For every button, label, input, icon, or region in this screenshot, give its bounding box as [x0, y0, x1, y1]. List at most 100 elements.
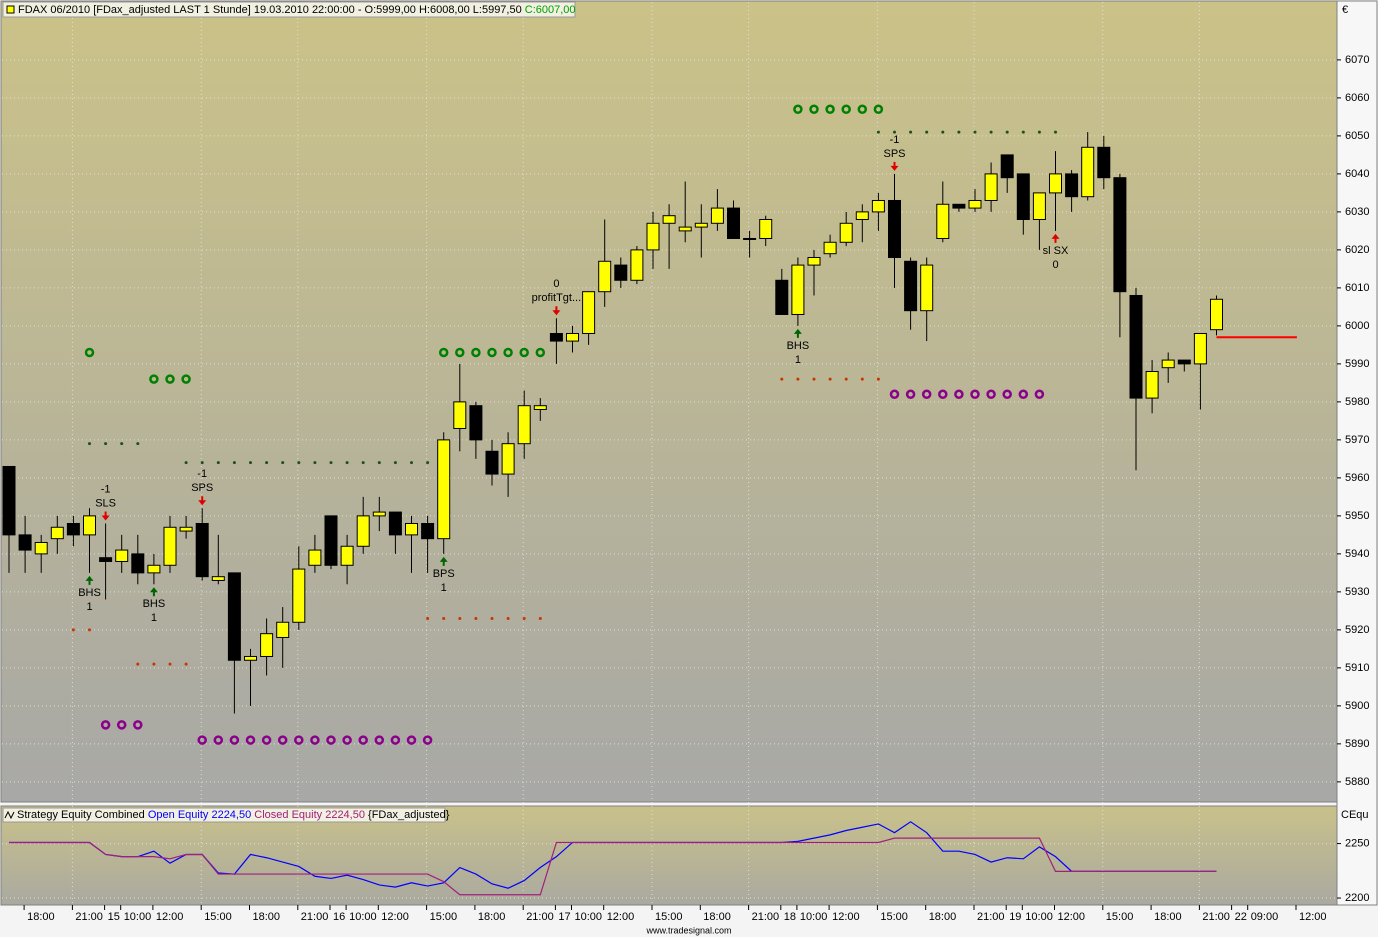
x-tick-label: 17 — [558, 911, 570, 923]
level-dot — [345, 461, 349, 465]
candle-body — [437, 439, 451, 540]
level-circle — [374, 735, 385, 745]
signal-arrow — [552, 306, 561, 316]
level-dot — [973, 130, 977, 134]
level-dot — [88, 628, 91, 632]
level-circle — [326, 735, 336, 745]
level-circle — [1002, 389, 1012, 400]
level-circle — [181, 374, 191, 384]
x-tick-label: 19 — [1009, 911, 1021, 923]
level-circle — [213, 735, 224, 745]
candle-body — [904, 260, 918, 312]
y-tick-label: 5900 — [1345, 700, 1369, 712]
level-dot — [216, 461, 220, 465]
candle-body — [855, 211, 869, 220]
level-circle — [841, 104, 851, 115]
level-circle — [261, 735, 272, 745]
signal-arrow — [439, 556, 448, 566]
candle-body — [195, 522, 209, 578]
signal-label: BHS — [787, 340, 810, 352]
x-tick-label: 18:00 — [703, 911, 731, 923]
candle-body — [1161, 359, 1175, 369]
candle-body — [630, 249, 644, 281]
candle-body — [292, 568, 306, 623]
x-tick-label: 22 — [1235, 911, 1247, 923]
candle-body — [372, 511, 386, 517]
candle-body — [276, 621, 290, 638]
y-tick-label: 6010 — [1345, 282, 1369, 294]
y-tick-label: 2200 — [1345, 892, 1369, 904]
last-value: C:6007,00 — [525, 4, 576, 16]
x-tick-label: 21:00 — [301, 911, 329, 923]
candle-body — [2, 465, 16, 536]
candle-body — [566, 332, 579, 342]
level-dot — [828, 377, 832, 381]
x-tick-label: 18:00 — [929, 911, 957, 923]
candle-body — [871, 199, 885, 213]
level-dot — [876, 130, 880, 134]
signal-label: profitTgt... — [532, 292, 582, 304]
level-dot — [184, 461, 188, 465]
level-circle — [809, 104, 819, 115]
x-tick-label: 21:00 — [1202, 911, 1230, 923]
candle-body — [694, 222, 708, 228]
candle-body — [582, 291, 596, 334]
signal-label: BHS — [143, 598, 166, 610]
level-circle — [857, 104, 868, 115]
level-dot — [152, 662, 156, 666]
level-dot — [168, 662, 172, 666]
level-circle — [954, 389, 964, 400]
signal-arrow — [890, 161, 899, 171]
y-tick-label: 5960 — [1345, 472, 1369, 484]
signal-label: 1 — [795, 354, 801, 366]
candle-body — [469, 405, 483, 441]
candle-body — [1113, 177, 1127, 293]
level-circle — [84, 347, 95, 358]
candle-body — [888, 199, 901, 258]
level-dot — [876, 377, 880, 381]
level-dot — [490, 616, 494, 620]
x-tick-label: 15:00 — [1106, 911, 1134, 923]
y-tick-label: 6040 — [1345, 168, 1369, 180]
x-tick-label: 16 — [333, 911, 345, 923]
y-tick-label: 5910 — [1345, 662, 1369, 674]
level-dot — [989, 130, 993, 134]
level-circle — [406, 735, 417, 745]
level-dot — [1021, 130, 1025, 134]
candle-body — [179, 526, 193, 532]
legend-icon — [4, 810, 15, 820]
level-dot — [474, 616, 478, 620]
x-tick-label: 21:00 — [75, 911, 103, 923]
level-circle — [970, 389, 980, 400]
signal-label: -1 — [197, 468, 207, 480]
y-tick-label: 6070 — [1345, 54, 1369, 66]
level-circle — [793, 104, 803, 115]
candle-body — [1145, 370, 1159, 399]
candle-body — [727, 207, 740, 239]
y-tick-label: 5980 — [1345, 396, 1369, 408]
y-tick-label: 6020 — [1345, 244, 1369, 256]
level-dot — [925, 130, 929, 134]
candle-body — [662, 215, 676, 224]
level-circle — [938, 389, 948, 400]
candle-body — [1016, 173, 1030, 220]
x-tick-label: 21:00 — [977, 911, 1005, 923]
candle-body — [759, 218, 773, 239]
axis-label: CEqu — [1341, 809, 1369, 821]
x-tick-label: 15:00 — [204, 911, 232, 923]
legend-subtitle: {FDax_adjusted} — [368, 809, 450, 821]
level-dot — [249, 461, 252, 465]
x-tick-label: 15:00 — [880, 911, 908, 923]
candle-body — [678, 226, 692, 232]
level-circle — [905, 389, 916, 400]
title-box — [2, 1, 576, 18]
candle-body — [18, 534, 32, 551]
x-tick-label: 18:00 — [27, 911, 55, 923]
equity-line — [9, 837, 1217, 896]
level-circle — [487, 347, 497, 358]
x-tick-label: 09:00 — [1251, 911, 1279, 923]
level-circle — [277, 735, 288, 745]
candle-body — [791, 264, 805, 315]
level-circle — [986, 389, 996, 400]
